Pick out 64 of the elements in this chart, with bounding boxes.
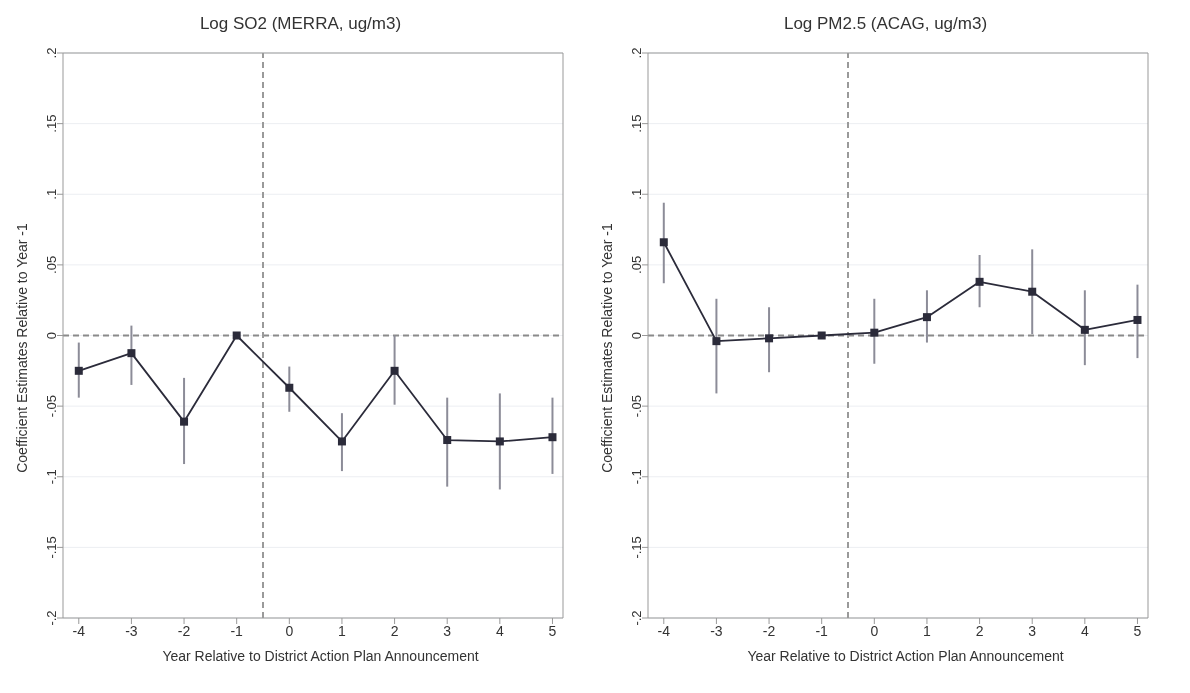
y-tick-label: .1 (43, 188, 59, 200)
point (1080, 325, 1089, 334)
y-tick-label: -.1 (43, 469, 59, 485)
y-tick-label: -.05 (43, 394, 59, 418)
point (712, 337, 721, 346)
point (1028, 287, 1037, 296)
x-tick-label: 5 (1133, 622, 1142, 639)
y-tick-label: .05 (628, 255, 644, 274)
y-axis-title: Coefficient Estimates Relative to Year -1 (599, 223, 615, 473)
x-tick-label: 0 (870, 622, 879, 639)
point (127, 349, 136, 358)
x-tick-label: 4 (495, 622, 504, 639)
point (659, 238, 668, 247)
x-tick-label: -4 (72, 622, 86, 639)
x-tick-label: 3 (443, 622, 452, 639)
x-tick-label: 5 (548, 622, 557, 639)
point (922, 313, 931, 322)
point (232, 331, 241, 340)
point (74, 366, 83, 375)
point (443, 436, 452, 445)
x-tick-label: 3 (1028, 622, 1037, 639)
x-tick-label: -1 (230, 622, 244, 639)
x-tick-label: 1 (338, 622, 347, 639)
x-tick-label: -3 (125, 622, 138, 639)
x-tick-label: 1 (923, 622, 932, 639)
y-tick-label: .05 (43, 255, 59, 274)
point (337, 437, 346, 446)
chart-title: Log PM2.5 (ACAG, ug/m3) (782, 14, 989, 34)
x-tick-label: -3 (710, 622, 723, 639)
x-tick-label: -4 (657, 622, 671, 639)
x-tick-label: -2 (762, 622, 776, 639)
x-tick-label: 2 (390, 622, 399, 639)
y-tick-label: -.15 (628, 536, 644, 559)
y-tick-label: 0 (43, 331, 59, 340)
x-tick-label: -2 (177, 622, 191, 639)
point (495, 437, 504, 446)
chart-title: Log SO2 (MERRA, ug/m3) (198, 14, 403, 34)
y-tick-label: 0 (628, 331, 644, 340)
y-tick-label: -.05 (628, 394, 644, 418)
x-axis-title: Year Relative to District Action Plan Announcement (746, 648, 1065, 664)
point (975, 277, 984, 286)
y-tick-label: .2 (628, 47, 644, 59)
point (870, 328, 879, 337)
x-tick-label: -1 (815, 622, 829, 639)
y-axis-title: Coefficient Estimates Relative to Year -1 (14, 223, 30, 473)
y-tick-label: -.15 (43, 536, 59, 559)
x-tick-label: 0 (285, 622, 294, 639)
point (548, 433, 557, 442)
x-axis-title: Year Relative to District Action Plan Announcement (161, 648, 480, 664)
y-tick-label: -.2 (43, 610, 59, 626)
point (1133, 315, 1142, 324)
x-tick-label: 2 (975, 622, 984, 639)
y-tick-label: -.2 (628, 610, 644, 626)
point (390, 366, 399, 375)
x-tick-label: 4 (1080, 622, 1089, 639)
point (817, 331, 826, 340)
point (180, 417, 189, 426)
y-tick-label: .1 (628, 188, 644, 200)
y-tick-label: .15 (43, 114, 59, 133)
point (285, 383, 294, 392)
y-tick-label: -.1 (628, 469, 644, 485)
point (765, 334, 774, 343)
y-tick-label: .15 (628, 114, 644, 133)
y-tick-label: .2 (43, 47, 59, 59)
